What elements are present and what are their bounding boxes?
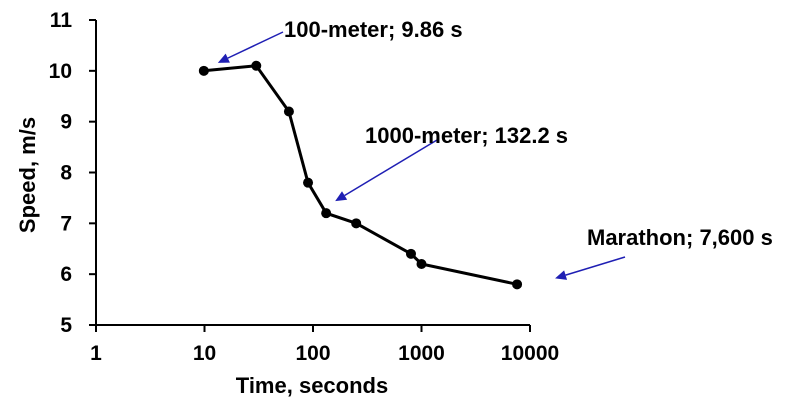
data-point-7 [416, 259, 427, 269]
y-tick-label-10: 10 [49, 60, 72, 83]
data-point-1 [251, 60, 262, 71]
annotation-label-1: 1000-meter; 132.2 s [365, 123, 568, 148]
annotation-label-2: Marathon; 7,600 s [587, 225, 773, 250]
data-point-3 [303, 177, 314, 188]
axes [95, 20, 530, 326]
y-tick-label-9: 9 [60, 111, 72, 134]
annotation-arrowhead-1 [335, 191, 348, 202]
y-ticks: 5 6 7 8 9 10 11 [49, 9, 96, 337]
annotation-arrowhead-2 [555, 270, 568, 280]
x-tick-label-1000: 1000 [398, 342, 445, 365]
y-tick-label-7: 7 [60, 212, 72, 235]
x-tick-label-10: 10 [193, 342, 216, 365]
y-tick-label-5: 5 [60, 314, 72, 337]
annotation-label-0: 100-meter; 9.86 s [284, 17, 463, 42]
data-point-6 [405, 248, 416, 259]
x-ticks: 1 10 100 1000 10000 [90, 325, 559, 365]
series-line [203, 64, 518, 286]
data-point-4 [321, 208, 332, 219]
y-tick-label-11: 11 [50, 9, 73, 32]
annotation-arrow-0 [227, 31, 284, 59]
data-point-0 [198, 65, 209, 76]
data-point-8 [512, 279, 523, 290]
data-point-5 [351, 218, 362, 229]
x-tick-label-10000: 10000 [501, 342, 559, 365]
data-point-2 [283, 106, 294, 117]
x-axis-title: Time, seconds [236, 373, 388, 398]
annotation-arrow-2 [565, 256, 626, 276]
annotation-arrow-1 [344, 139, 438, 197]
y-tick-label-6: 6 [60, 263, 72, 286]
y-axis-title: Speed, m/s [15, 117, 40, 233]
y-tick-label-8: 8 [60, 162, 72, 185]
x-tick-label-100: 100 [295, 342, 330, 365]
x-tick-label-1: 1 [90, 342, 102, 365]
annotation-arrowhead-0 [217, 53, 230, 63]
annotations: 100-meter; 9.86 s 1000-meter; 132.2 s Mara… [217, 17, 773, 280]
series [198, 60, 523, 290]
